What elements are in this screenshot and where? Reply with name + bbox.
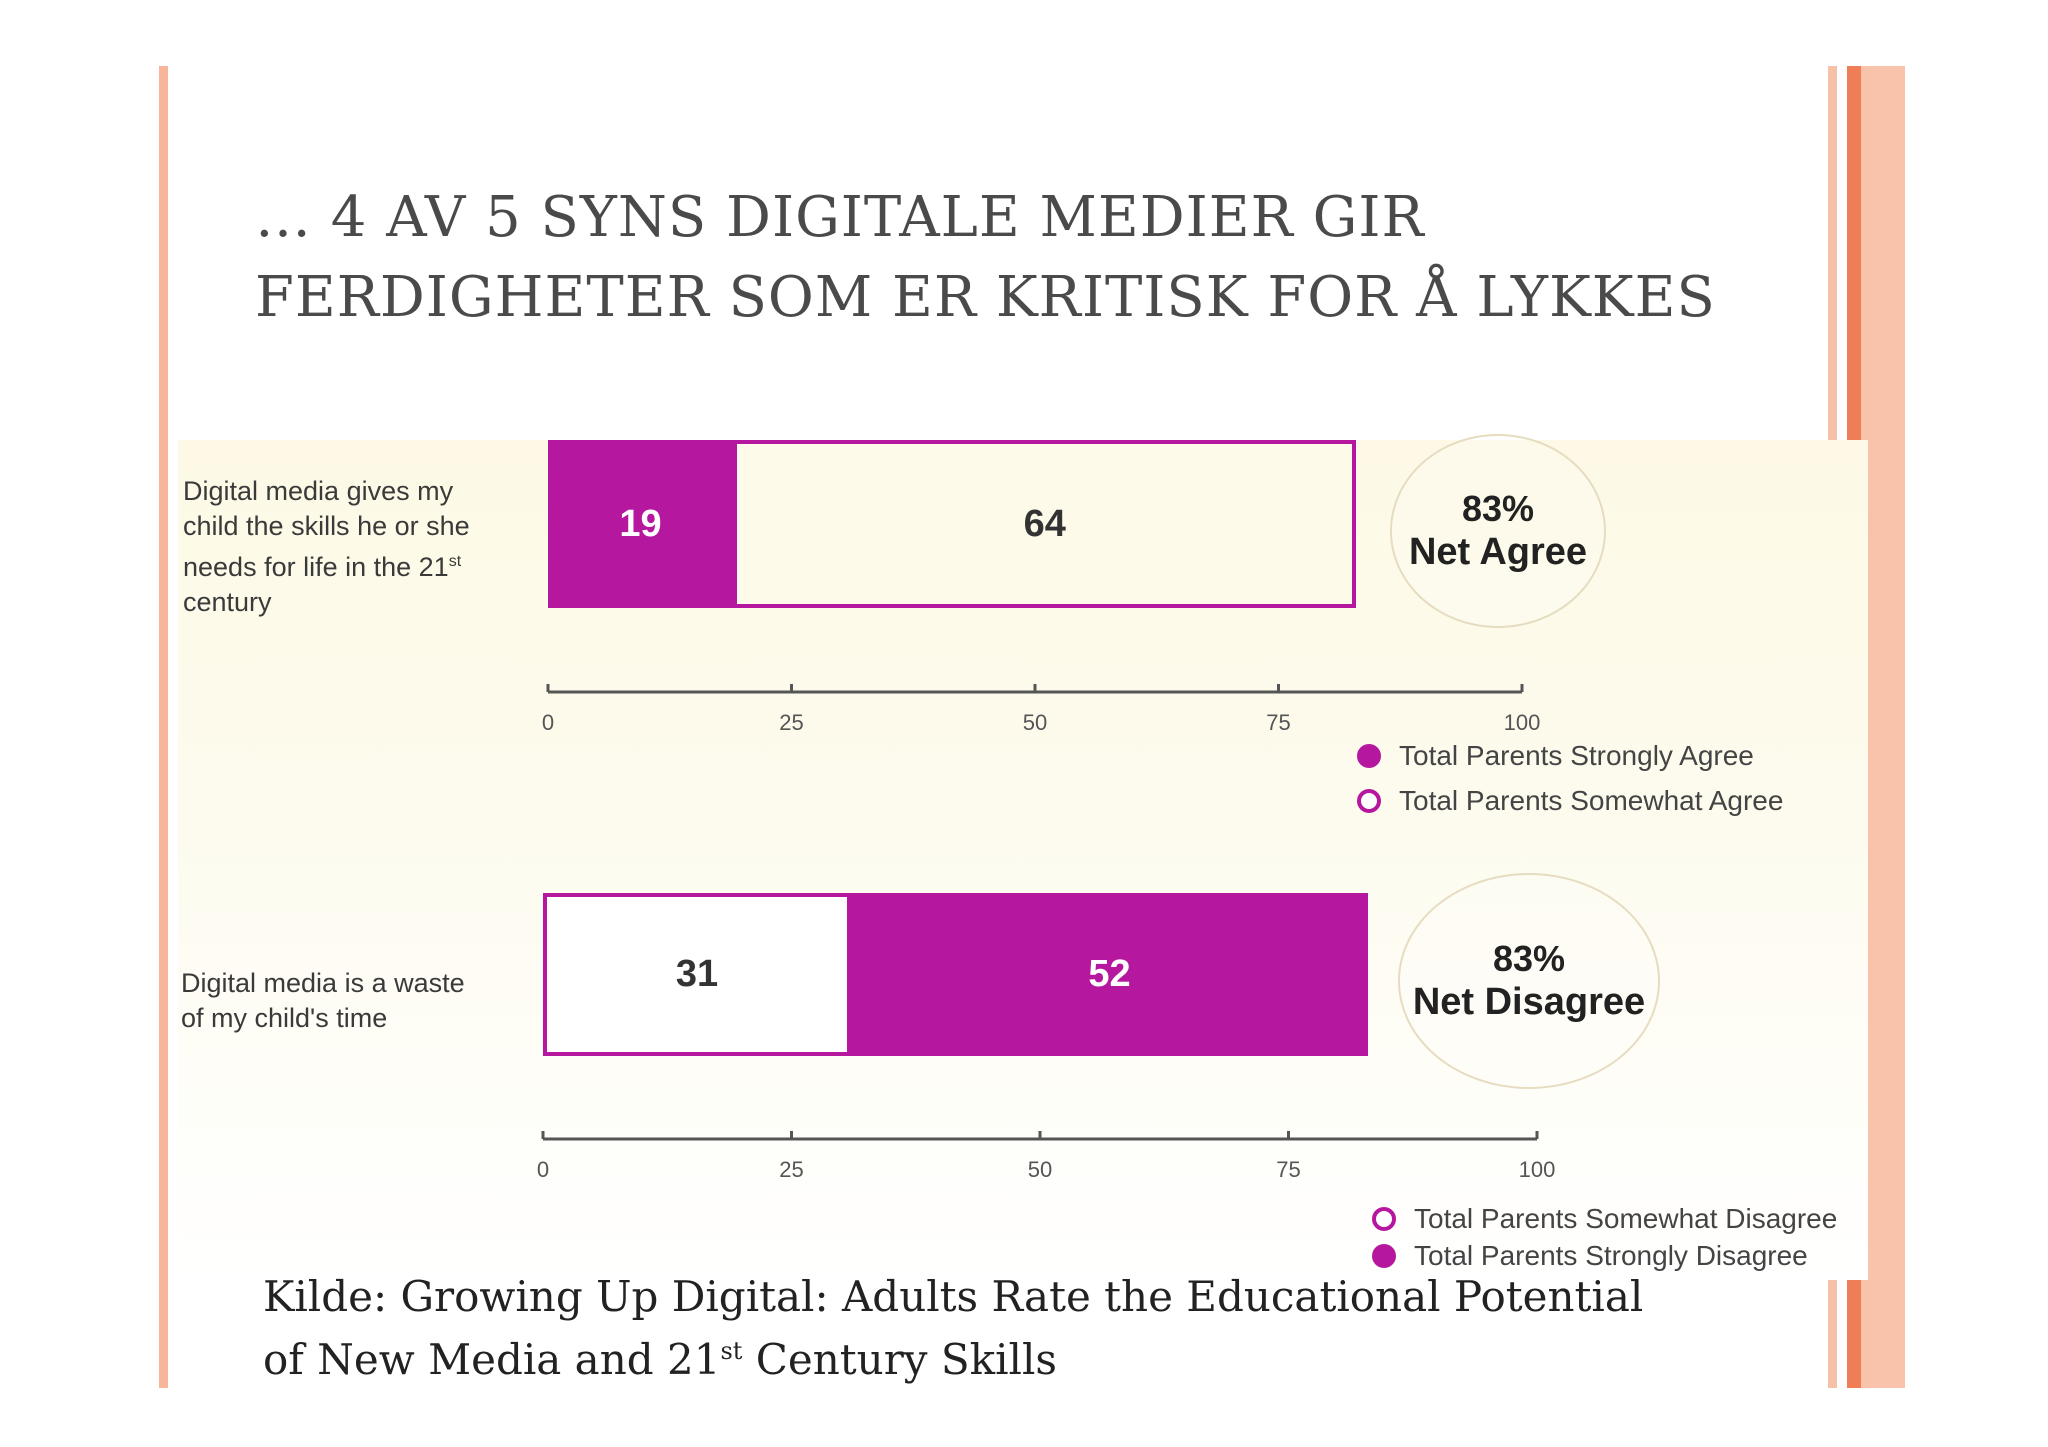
chart1-x-axis [546, 684, 1524, 694]
chart1-value-somewhat-agree: 64 [1023, 502, 1066, 545]
chart1-legend-strongly-agree: Total Parents Strongly Agree [1357, 740, 1754, 772]
chart2-legend-label-0: Total Parents Somewhat Disagree [1414, 1203, 1838, 1234]
chart1-net-percent: 83% [1461, 488, 1535, 529]
chart1-label-line1: Digital media gives my [183, 476, 454, 506]
source-line1: Kilde: Growing Up Digital: Adults Rate t… [263, 1272, 1644, 1321]
chart1-legend-label-1: Total Parents Somewhat Agree [1399, 785, 1784, 816]
tick-label: 100 [1518, 1157, 1556, 1182]
chart1-label-sup: st [448, 553, 462, 570]
chart2-label-line1: Digital media is a waste [181, 968, 465, 998]
tick-label: 25 [779, 710, 804, 735]
tick-label: 100 [1503, 710, 1541, 735]
source-line2: of New Media and 21st Century Skills [263, 1324, 1643, 1387]
tick-label: 75 [1276, 1157, 1301, 1182]
chart1-legend-somewhat-agree: Total Parents Somewhat Agree [1357, 785, 1783, 817]
right-stripe-light-2 [1861, 66, 1905, 1388]
source-line2-pre: of New Media and 21 [263, 1335, 721, 1384]
chart2-label-line2: of my child's time [181, 1003, 388, 1033]
tick-label: 75 [1266, 710, 1291, 735]
chart1-value-strongly-agree: 19 [619, 502, 662, 545]
chart1-label-line2: child the skills he or she [183, 511, 470, 541]
chart2-legend-strongly-disagree: Total Parents Strongly Disagree [1372, 1240, 1808, 1272]
chart2-legend-label-1: Total Parents Strongly Disagree [1414, 1240, 1808, 1271]
chart1-legend-label-0: Total Parents Strongly Agree [1399, 740, 1754, 771]
chart2-value-somewhat-disagree: 31 [675, 953, 719, 995]
chart1-category-label: Digital media gives my child the skills … [183, 474, 523, 620]
chart1-net-circle: 83% Net Agree [1390, 434, 1606, 628]
tick-label: 0 [541, 710, 555, 735]
chart1-bar-strongly-agree: 19 [548, 440, 734, 608]
source-citation: Kilde: Growing Up Digital: Adults Rate t… [263, 1270, 1643, 1387]
chart2-net-circle: 83% Net Disagree [1398, 873, 1660, 1089]
chart1-net-label: Net Agree [1408, 531, 1588, 573]
source-sup: st [720, 1337, 743, 1365]
chart2-bar-somewhat-disagree: 31 [543, 893, 852, 1056]
somewhat-disagree-legend-icon [1372, 1207, 1396, 1231]
strongly-disagree-legend-icon [1372, 1244, 1396, 1268]
tick-label: 50 [1027, 1157, 1053, 1182]
chart2-legend-somewhat-disagree: Total Parents Somewhat Disagree [1372, 1203, 1837, 1235]
chart1-label-line3-text: needs for life in the 21 [183, 552, 449, 582]
strongly-agree-legend-icon [1357, 744, 1381, 768]
somewhat-agree-legend-icon [1357, 789, 1381, 813]
tick-label: 0 [536, 1157, 550, 1182]
chart1-label-line3: needs for life in the 21st [183, 544, 523, 585]
chart2-category-label: Digital media is a waste of my child's t… [181, 966, 521, 1036]
chart2-bar-strongly-disagree: 52 [851, 893, 1368, 1056]
chart1-label-line4: century [183, 587, 272, 617]
slide-title: … 4 AV 5 SYNS DIGITALE MEDIER GIR FERDIG… [255, 185, 1716, 330]
chart1-bar-somewhat-agree: 64 [733, 440, 1357, 608]
chart2-net-percent: 83% [1492, 938, 1566, 979]
chart2-value-strongly-disagree: 52 [1088, 953, 1131, 995]
tick-label: 25 [779, 1157, 804, 1182]
chart2-x-axis [541, 1131, 1539, 1141]
tick-label: 50 [1022, 710, 1048, 735]
chart2-net-label: Net Disagree [1412, 981, 1646, 1023]
source-line2-post: Century Skills [742, 1335, 1057, 1384]
left-stripe [159, 66, 168, 1388]
